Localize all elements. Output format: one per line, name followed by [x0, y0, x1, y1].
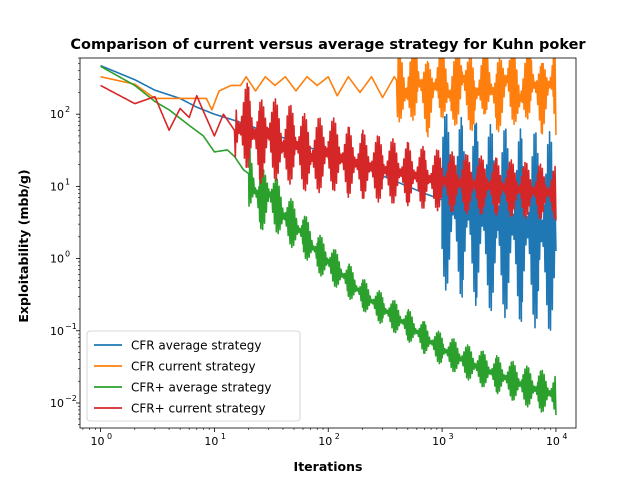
series-4	[100, 82, 557, 221]
legend-label: CFR+ current strategy	[131, 402, 266, 416]
y-tick-label: 10	[50, 325, 64, 338]
x-axis-label: Iterations	[294, 459, 363, 474]
y-tick-label: 10	[50, 397, 64, 410]
y-tick-exponent: −1	[65, 322, 77, 331]
series-line	[100, 65, 557, 416]
y-tick-exponent: 1	[65, 177, 70, 186]
x-tick-exponent: 1	[221, 432, 226, 441]
x-tick-exponent: 4	[562, 432, 567, 441]
series-3	[100, 65, 557, 416]
series-layer	[100, 58, 557, 416]
x-tick-label: 10	[546, 435, 560, 448]
y-tick-label: 10	[50, 108, 64, 121]
series-line	[100, 82, 557, 221]
legend-entry: CFR+ average strategy	[94, 381, 271, 395]
legend-entry: CFR+ current strategy	[94, 402, 266, 416]
legend-label: CFR current strategy	[131, 360, 256, 374]
x-axis-ticks: 10 0 10 1 10 2 10 3 10 4	[82, 428, 567, 448]
x-tick-exponent: 0	[107, 432, 112, 441]
y-tick-label: 10	[50, 180, 64, 193]
y-tick-exponent: −2	[65, 394, 77, 403]
y-axis-label: Exploitability (mbb/g)	[16, 169, 31, 322]
legend: CFR average strategy CFR current strategy…	[86, 330, 301, 422]
x-tick-exponent: 3	[449, 432, 454, 441]
legend-entry: CFR average strategy	[94, 339, 261, 353]
series-line	[100, 58, 557, 138]
legend-label: CFR average strategy	[131, 339, 261, 353]
x-tick-label: 10	[91, 435, 105, 448]
series-2	[100, 58, 557, 138]
legend-label: CFR+ average strategy	[131, 381, 271, 395]
x-tick-label: 10	[318, 435, 332, 448]
x-tick-label: 10	[432, 435, 446, 448]
y-tick-exponent: 2	[65, 105, 70, 114]
y-tick-exponent: 0	[65, 250, 70, 259]
chart-title: Comparison of current versus average str…	[70, 37, 586, 53]
x-tick-label: 10	[204, 435, 218, 448]
legend-entry: CFR current strategy	[94, 360, 256, 374]
y-tick-label: 10	[50, 253, 64, 266]
x-tick-exponent: 2	[335, 432, 340, 441]
legend-box	[86, 330, 301, 422]
